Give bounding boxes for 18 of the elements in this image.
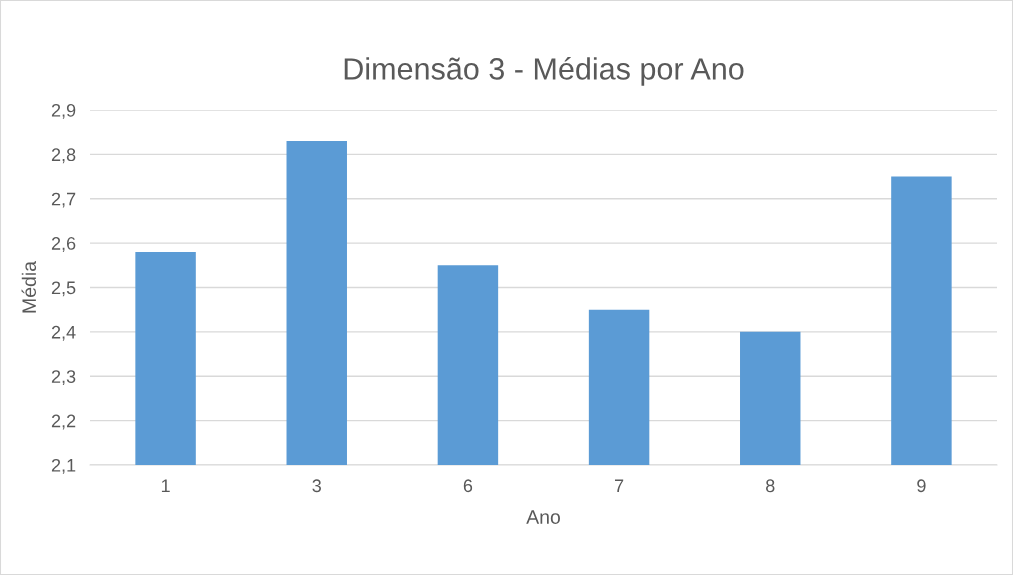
y-tick-label: 2,3 — [51, 370, 76, 386]
y-tick-label: 2,9 — [51, 103, 76, 119]
y-tick-label: 2,8 — [51, 148, 76, 164]
y-tick-label: 2,2 — [51, 414, 76, 430]
y-tick-label: 2,7 — [51, 192, 76, 208]
x-tick-label: 9 — [917, 479, 926, 493]
y-tick-label: 2,1 — [51, 458, 76, 474]
x-tick-label: 1 — [161, 479, 170, 492]
y-tick-label: 2,6 — [51, 237, 76, 252]
chart-title: Dimensão 3 - Médias por Ano — [344, 56, 744, 86]
x-tick-label: 3 — [312, 479, 321, 493]
y-axis-title: Média — [21, 261, 37, 313]
y-tick-label: 2,5 — [51, 281, 76, 297]
x-tick-label: 6 — [463, 479, 473, 493]
x-tick-label: 8 — [766, 479, 775, 493]
x-tick-label: 7 — [614, 479, 624, 492]
y-tick-label: 2,4 — [51, 325, 76, 341]
x-axis-title: Ano — [526, 510, 560, 524]
